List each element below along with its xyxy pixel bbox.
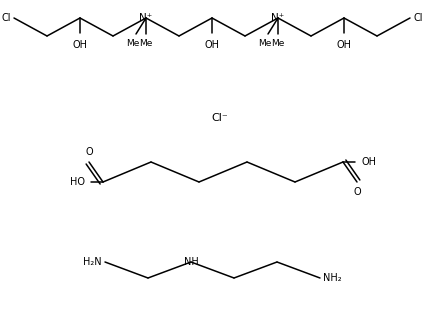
Text: O: O	[85, 147, 93, 157]
Text: Cl: Cl	[413, 13, 422, 23]
Text: OH: OH	[336, 40, 351, 50]
Text: OH: OH	[72, 40, 87, 50]
Text: OH: OH	[205, 40, 220, 50]
Text: Me: Me	[139, 39, 153, 48]
Text: OH: OH	[361, 157, 376, 167]
Text: O: O	[353, 187, 361, 197]
Text: Me: Me	[126, 39, 140, 48]
Text: Cl⁻: Cl⁻	[212, 113, 228, 123]
Text: HO: HO	[70, 177, 85, 187]
Text: Me: Me	[258, 39, 272, 48]
Text: Cl: Cl	[1, 13, 11, 23]
Text: Me: Me	[271, 39, 285, 48]
Text: N⁺: N⁺	[271, 13, 284, 23]
Text: NH₂: NH₂	[323, 273, 342, 283]
Text: H₂N: H₂N	[83, 257, 102, 267]
Text: NH: NH	[183, 257, 198, 267]
Text: N⁺: N⁺	[139, 13, 153, 23]
